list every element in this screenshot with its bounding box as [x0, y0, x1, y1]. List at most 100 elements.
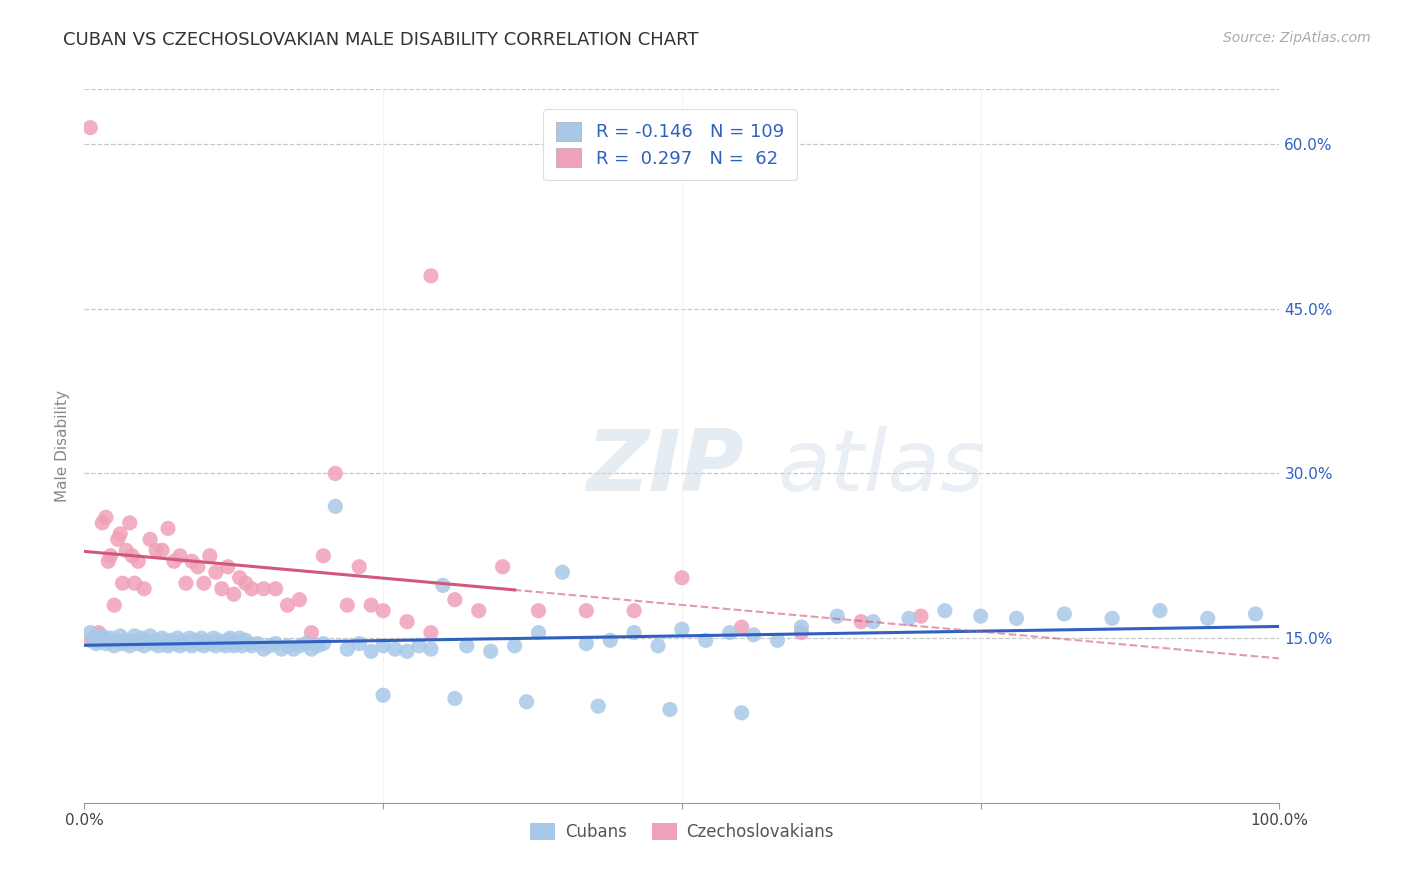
Point [862, 615, 884, 629]
Point [118, 516, 141, 530]
Point [150, 543, 173, 558]
Point [288, 639, 311, 653]
Point [207, 633, 229, 648]
Point [277, 598, 299, 612]
Point [373, 639, 395, 653]
Point [124, 576, 146, 591]
Point [91, 629, 114, 643]
Point [970, 609, 993, 624]
Point [408, 639, 430, 653]
Point [127, 554, 149, 568]
Point [588, 699, 610, 714]
Point [312, 549, 335, 563]
Point [229, 631, 252, 645]
Point [240, 639, 263, 653]
Point [107, 533, 129, 547]
Point [86, 633, 108, 648]
Point [217, 633, 239, 648]
Point [301, 642, 323, 657]
Point [420, 642, 443, 657]
Point [264, 582, 287, 596]
Point [1053, 607, 1076, 621]
Point [139, 533, 162, 547]
Point [238, 637, 260, 651]
Point [79, 633, 101, 648]
Point [373, 604, 395, 618]
Point [527, 625, 550, 640]
Point [181, 554, 204, 568]
Point [127, 637, 149, 651]
Point [121, 634, 143, 648]
Point [83, 631, 105, 645]
Point [181, 639, 204, 653]
Point [86, 637, 108, 651]
Point [163, 637, 186, 651]
Point [851, 615, 873, 629]
Point [790, 625, 813, 640]
Point [97, 633, 120, 648]
Point [396, 644, 419, 658]
Point [115, 543, 138, 558]
Point [214, 639, 236, 653]
Point [527, 604, 550, 618]
Point [718, 625, 741, 640]
Point [157, 639, 180, 653]
Point [301, 625, 323, 640]
Point [283, 642, 305, 657]
Point [575, 604, 598, 618]
Point [157, 521, 180, 535]
Point [187, 637, 209, 651]
Point [205, 566, 228, 580]
Point [111, 576, 134, 591]
Point [131, 631, 153, 645]
Point [198, 549, 221, 563]
Point [166, 631, 188, 645]
Point [1197, 611, 1219, 625]
Point [910, 609, 932, 624]
Point [349, 559, 371, 574]
Point [235, 576, 257, 591]
Point [1149, 604, 1171, 618]
Point [100, 631, 122, 645]
Point [1005, 611, 1028, 625]
Point [163, 554, 186, 568]
Text: Source: ZipAtlas.com: Source: ZipAtlas.com [1223, 31, 1371, 45]
Point [349, 637, 371, 651]
Point [79, 120, 101, 135]
Point [91, 516, 114, 530]
Point [79, 625, 101, 640]
Point [420, 268, 443, 283]
Point [83, 631, 105, 645]
Point [222, 639, 245, 653]
Point [174, 637, 197, 651]
Point [142, 637, 165, 651]
Point [623, 604, 645, 618]
Point [103, 639, 125, 653]
Point [396, 615, 419, 629]
Point [246, 637, 269, 651]
Point [211, 582, 233, 596]
Point [110, 629, 132, 643]
Point [444, 592, 467, 607]
Point [145, 633, 167, 648]
Point [190, 631, 212, 645]
Point [231, 639, 253, 653]
Point [468, 604, 491, 618]
Point [235, 633, 257, 648]
Point [575, 637, 598, 651]
Point [155, 634, 177, 648]
Point [599, 633, 621, 648]
Point [211, 637, 233, 651]
Point [187, 559, 209, 574]
Point [934, 604, 956, 618]
Point [229, 571, 252, 585]
Point [179, 631, 201, 645]
Point [148, 639, 170, 653]
Point [1244, 607, 1267, 621]
Point [139, 629, 162, 643]
Point [111, 637, 134, 651]
Point [766, 633, 789, 648]
Point [827, 609, 849, 624]
Point [503, 639, 526, 653]
Point [169, 549, 191, 563]
